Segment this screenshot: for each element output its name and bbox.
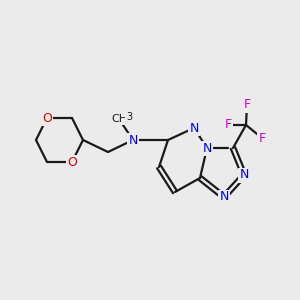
Text: O: O [67, 155, 77, 169]
Text: F: F [224, 118, 232, 131]
Text: 3: 3 [126, 112, 132, 122]
Text: O: O [42, 112, 52, 124]
Text: F: F [243, 98, 250, 112]
Text: N: N [239, 169, 249, 182]
Text: O: O [42, 112, 52, 124]
Text: F: F [224, 118, 232, 131]
Text: F: F [258, 131, 266, 145]
Text: N: N [202, 142, 212, 154]
Text: F: F [243, 98, 250, 112]
Text: N: N [189, 122, 199, 134]
Text: N: N [189, 122, 199, 134]
Text: N: N [239, 169, 249, 182]
Text: N: N [219, 190, 229, 203]
Text: F: F [258, 131, 266, 145]
Text: CH: CH [111, 114, 127, 124]
Text: N: N [128, 134, 138, 146]
Text: O: O [67, 155, 77, 169]
Text: N: N [219, 190, 229, 203]
Text: N: N [202, 142, 212, 154]
Text: N: N [128, 134, 138, 146]
